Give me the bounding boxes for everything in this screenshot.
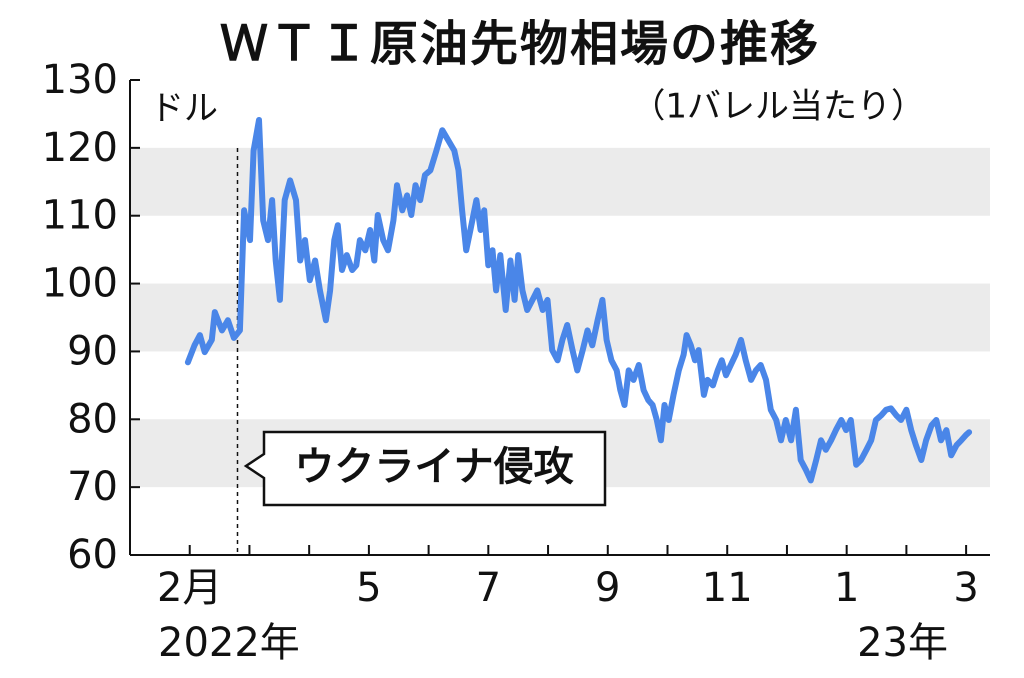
event-label: ウクライナ侵攻 bbox=[294, 443, 573, 490]
y-tick-label: 90 bbox=[67, 328, 118, 374]
y-tick-label: 80 bbox=[67, 396, 118, 442]
price-line bbox=[184, 117, 973, 484]
y-tick-label: 120 bbox=[42, 125, 118, 171]
y-unit: ドル bbox=[150, 89, 218, 129]
x-tick-label: 2月 bbox=[157, 565, 222, 611]
y-tick-label: 100 bbox=[42, 261, 118, 307]
y-tick-label: 60 bbox=[67, 532, 118, 578]
x-tick-label: 11 bbox=[702, 565, 753, 611]
x-tick-label: 3 bbox=[953, 565, 978, 611]
x-tick-label: 9 bbox=[595, 565, 620, 611]
y-tick-label: 70 bbox=[67, 464, 118, 510]
x-tick-label: 1 bbox=[834, 565, 859, 611]
x-tick-label: 7 bbox=[476, 565, 501, 611]
subtitle: （1バレル当たり） bbox=[631, 87, 925, 127]
y-tick-label: 110 bbox=[42, 193, 118, 239]
year-label: 23年 bbox=[857, 620, 948, 666]
year-label: 2022年 bbox=[158, 620, 300, 666]
x-tick-label: 5 bbox=[356, 565, 381, 611]
event-callout bbox=[243, 430, 607, 507]
chart-title: ＷＴＩ原油先物相場の推移 bbox=[220, 16, 820, 72]
y-tick-label: 130 bbox=[42, 57, 118, 103]
